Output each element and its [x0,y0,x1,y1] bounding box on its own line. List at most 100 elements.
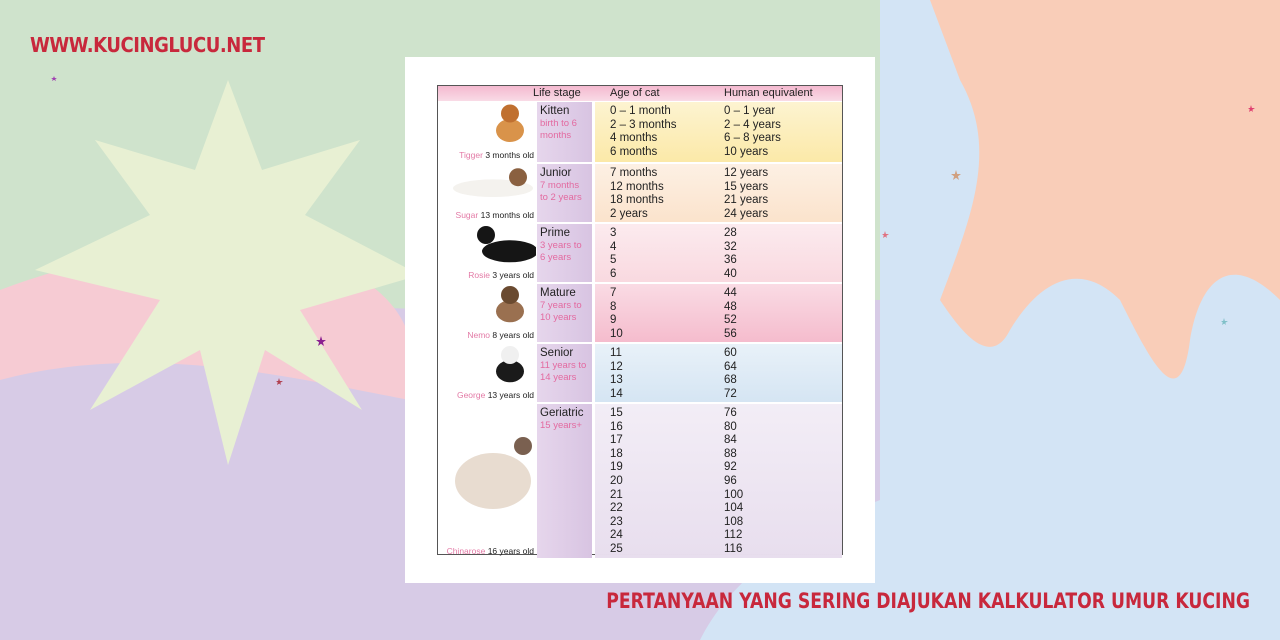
cat-age-value: 3 [610,227,617,239]
cat-age-chart-card: Life stage Age of cat Human equivalent T… [405,57,875,583]
cat-age-value: 25 [610,542,623,555]
human-age-value: 24 years [724,207,769,220]
cat-caption: Tigger 3 months old [459,150,534,160]
cat-caption: Nemo 8 years old [467,330,534,340]
life-stage-cell: Mature 7 years to 10 years [537,284,592,342]
cat-age: 3 months old [485,150,534,160]
cat-age: 16 years old [487,546,534,556]
cat-age-value: 4 months [610,132,658,145]
cat-age-value: 24 [610,529,623,542]
cat-photo-cell: Sugar 13 months old [438,164,536,222]
life-stage-cell: Geriatric 15 years+ [537,404,592,558]
values-cell: 15 16 17 18 19 20 21 22 23 24 25 76 80 84 88 92 96 100 10… [595,404,842,558]
human-age-value: 108 [724,515,744,528]
human-age-value: 96 [724,474,737,487]
cat-photo-cell: Tigger 3 months old [438,102,536,162]
table-header: Life stage Age of cat Human equivalent [438,86,842,101]
siamese-cat-image [455,437,532,509]
cat-age: 13 years old [487,390,534,400]
cat-age-value: 7 [610,287,617,299]
cat-age-value: 18 months [610,194,664,207]
stage-name: Kitten [540,105,570,117]
human-age-value: 52 [724,314,737,327]
cat-ages: 15 16 17 18 19 20 21 22 23 24 25 [610,407,623,557]
human-age-value: 2 – 4 years [724,118,781,131]
human-ages: 76 80 84 88 92 96 100 104 108 112 116 [724,407,743,557]
cat-name: Sugar [455,210,479,220]
tabby-cat-image [496,286,524,323]
life-stage-cell: Kitten birth to 6 months [537,102,592,162]
table-row-geriatric: Chinarose 16 years old Geriatric 15 years… [438,404,842,558]
human-ages: 60 64 68 72 [724,347,737,401]
human-age-value: 10 years [724,145,769,158]
human-age-value: 0 – 1 year [724,105,776,117]
calico-cat-image [453,168,533,197]
human-ages: 44 48 52 56 [724,287,737,341]
stage-range: 3 years to 6 years [540,240,582,263]
black-cat-image [477,226,536,263]
cat-caption: George 13 years old [457,390,534,400]
life-stage-cell: Junior 7 months to 2 years [537,164,592,222]
human-age-value: 40 [724,267,737,280]
cat-photo-cell: Chinarose 16 years old [438,404,536,558]
cat-caption: Chinarose 16 years old [447,546,534,556]
cat-photo-cell: George 13 years old [438,344,536,402]
cat-age-value: 6 months [610,145,658,158]
stage-name: Geriatric [540,407,584,419]
cat-age-value: 12 months [610,180,664,193]
cat-age-value: 19 [610,461,623,474]
cat-age-value: 8 [610,300,617,313]
orange-kitten-image [496,104,524,143]
human-age-value: 32 [724,240,737,253]
cat-age-value: 17 [610,434,623,447]
human-age-value: 68 [724,374,737,387]
human-age-value: 104 [724,502,744,515]
human-age-value: 92 [724,461,737,474]
human-age-value: 84 [724,434,737,447]
human-age-value: 21 years [724,194,769,207]
human-age-value: 6 – 8 years [724,132,781,145]
cat-caption: Rosie 3 years old [468,270,534,280]
cat-age-value: 13 [610,374,623,387]
cat-name: Rosie [468,270,491,280]
cat-ages: 0 – 1 month 2 – 3 months 4 months 6 months [610,105,676,159]
cat-age-value: 2 years [610,207,648,220]
cat-age-table: Life stage Age of cat Human equivalent T… [437,85,843,558]
human-age-value: 76 [724,407,737,419]
human-age-value: 36 [724,254,737,267]
cat-age-value: 23 [610,515,623,528]
cat-age: 13 months old [480,210,534,220]
human-age-value: 60 [724,347,737,359]
human-age-value: 64 [724,360,737,373]
stage-range: 11 years to 14 years [540,360,587,383]
stage-range: 7 months to 2 years [540,180,582,203]
cat-age: 3 years old [492,270,534,280]
table-row-junior: Sugar 13 months old Junior 7 months to 2 … [438,164,842,222]
header-age-of-cat: Age of cat [610,87,660,99]
cat-age-value: 18 [610,447,623,460]
cat-age-value: 20 [610,474,623,487]
cat-caption: Sugar 13 months old [456,210,534,220]
cat-age: 8 years old [492,330,534,340]
cat-age-value: 5 [610,254,617,267]
cat-age-value: 9 [610,314,617,327]
cat-age-value: 0 – 1 month [610,105,671,117]
cat-name: Chinarose [446,546,486,556]
table-row-kitten: Tigger 3 months old Kitten birth to 6 mon… [438,102,842,162]
table-row-senior: George 13 years old Senior 11 years to 14… [438,344,842,402]
stage-name: Prime [540,227,571,239]
cat-age-value: 16 [610,420,623,433]
human-age-value: 28 [724,227,737,239]
cat-name: George [456,390,486,400]
human-age-value: 116 [724,542,743,555]
cat-age-value: 2 – 3 months [610,118,677,131]
human-age-value: 80 [724,420,737,433]
cat-photo-cell: Rosie 3 years old [438,224,536,282]
stage-name: Senior [540,347,574,359]
stage-range: birth to 6 months [540,118,577,141]
values-cell: 11 12 13 14 60 64 68 72 [595,344,842,402]
stage-name: Junior [540,167,572,179]
cat-age-value: 4 [610,240,617,253]
